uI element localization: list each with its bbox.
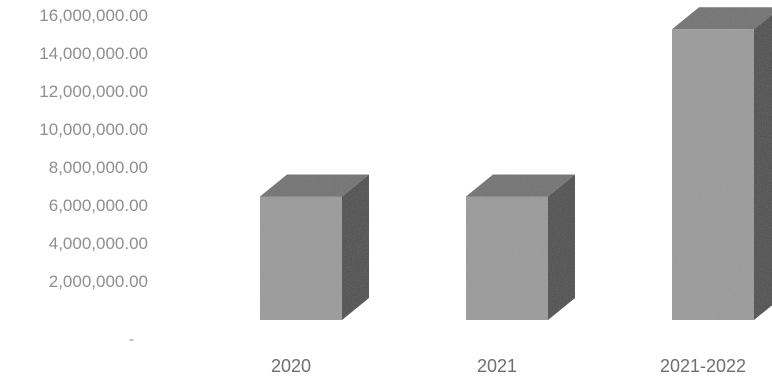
y-tick-label: 4,000,000.00: [49, 234, 148, 253]
y-tick-label: -: [129, 331, 134, 348]
bar-top-face: [466, 174, 575, 197]
x-category-label: 2020: [271, 356, 311, 376]
bar-top-face: [672, 7, 772, 30]
x-category-label: 2021-2022: [660, 356, 746, 376]
bar-2021: [466, 174, 575, 320]
bar-top-face: [260, 174, 369, 197]
x-axis: 2020 2021 2021-2022: [271, 356, 746, 376]
y-tick-label: 14,000,000.00: [39, 44, 148, 63]
y-axis: - 2,000,000.00 4,000,000.00 6,000,000.00 8,0…: [39, 6, 148, 348]
y-tick-label: 2,000,000.00: [49, 272, 148, 291]
bar-2021-2022: [672, 7, 772, 321]
x-category-label: 2021: [477, 356, 517, 376]
y-tick-label: 6,000,000.00: [49, 196, 148, 215]
bar-side-face: [754, 14, 772, 320]
bar-side-face: [342, 174, 369, 320]
bar-side-face: [548, 174, 575, 320]
y-tick-label: 12,000,000.00: [39, 82, 148, 101]
y-tick-label: 16,000,000.00: [39, 6, 148, 25]
bar-front-face: [260, 196, 342, 320]
y-tick-label: 10,000,000.00: [39, 120, 148, 139]
bars-group: [260, 7, 772, 321]
bar-front-face: [672, 29, 754, 321]
bar-front-face: [466, 196, 548, 320]
bar-2020: [260, 174, 369, 320]
y-tick-label: 8,000,000.00: [49, 158, 148, 177]
